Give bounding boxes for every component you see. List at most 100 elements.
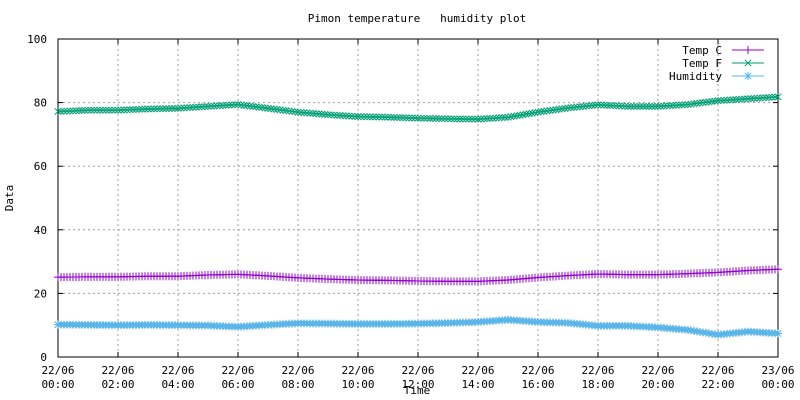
data-point bbox=[333, 111, 341, 119]
data-point bbox=[354, 113, 362, 121]
x-tick-label-time: 22:00 bbox=[701, 378, 734, 391]
x-tick-label-date: 22/06 bbox=[221, 364, 254, 377]
x-tick-label-time: 04:00 bbox=[161, 378, 194, 391]
data-point bbox=[141, 105, 149, 113]
data-point bbox=[261, 104, 269, 112]
data-point bbox=[597, 101, 605, 109]
data-point bbox=[552, 106, 560, 114]
data-point bbox=[774, 93, 782, 101]
data-point bbox=[753, 94, 761, 102]
data-point bbox=[504, 113, 512, 121]
data-point bbox=[549, 106, 557, 114]
data-point bbox=[144, 105, 152, 113]
data-point bbox=[603, 101, 611, 109]
data-point bbox=[732, 95, 740, 104]
data-point bbox=[276, 106, 284, 114]
x-axis-label: Time bbox=[404, 384, 431, 397]
y-tick-label: 20 bbox=[34, 287, 47, 300]
data-point bbox=[759, 94, 767, 102]
legend-marker bbox=[744, 46, 752, 54]
data-point bbox=[681, 101, 689, 109]
data-point bbox=[264, 104, 272, 112]
data-point bbox=[147, 105, 155, 113]
x-tick-label-time: 18:00 bbox=[581, 378, 614, 391]
data-point bbox=[237, 101, 245, 109]
data-point bbox=[492, 114, 500, 122]
data-point bbox=[609, 102, 617, 110]
data-point bbox=[657, 102, 665, 110]
data-point bbox=[273, 105, 281, 114]
data-point bbox=[213, 102, 221, 110]
data-point bbox=[288, 107, 296, 115]
data-point bbox=[222, 101, 230, 109]
data-point bbox=[195, 103, 203, 111]
data-point bbox=[429, 114, 437, 123]
data-point bbox=[318, 110, 326, 118]
data-point bbox=[444, 115, 452, 123]
data-point bbox=[366, 113, 374, 121]
data-point bbox=[543, 107, 551, 115]
data-point bbox=[735, 95, 743, 103]
data-point bbox=[606, 101, 614, 110]
x-tick-label-time: 12:00 bbox=[401, 378, 434, 391]
data-point bbox=[585, 102, 593, 110]
data-point bbox=[348, 112, 356, 120]
data-point bbox=[462, 115, 470, 123]
legend-marker bbox=[744, 72, 752, 80]
data-point bbox=[399, 114, 407, 122]
data-point bbox=[156, 105, 164, 113]
x-tick-label-date: 22/06 bbox=[461, 364, 494, 377]
data-point bbox=[210, 102, 218, 110]
data-point bbox=[285, 107, 293, 115]
data-point bbox=[573, 103, 581, 111]
data-point bbox=[660, 102, 668, 110]
series-group bbox=[54, 93, 782, 339]
data-point bbox=[663, 102, 671, 110]
data-point bbox=[570, 103, 578, 111]
data-point bbox=[507, 113, 515, 121]
x-tick-label-date: 22/06 bbox=[701, 364, 734, 377]
legend-label: Humidity bbox=[669, 70, 722, 83]
data-point bbox=[378, 113, 386, 121]
data-point bbox=[498, 114, 506, 122]
legend-marker bbox=[744, 59, 752, 67]
data-point bbox=[678, 101, 686, 109]
data-point bbox=[639, 102, 647, 110]
data-point bbox=[471, 115, 479, 123]
data-point bbox=[300, 109, 308, 117]
data-point bbox=[165, 104, 173, 113]
data-point bbox=[561, 104, 569, 112]
data-point bbox=[408, 114, 416, 122]
data-point bbox=[501, 113, 509, 121]
data-point bbox=[477, 115, 485, 123]
data-point bbox=[441, 115, 449, 123]
data-point bbox=[699, 99, 707, 107]
data-point bbox=[624, 102, 632, 110]
data-point bbox=[246, 102, 254, 110]
data-point bbox=[315, 110, 323, 118]
data-point bbox=[630, 102, 638, 110]
data-point bbox=[96, 106, 104, 114]
data-point bbox=[162, 105, 170, 113]
data-point bbox=[741, 95, 749, 103]
data-point bbox=[621, 102, 629, 110]
data-point bbox=[522, 110, 530, 118]
data-point bbox=[591, 101, 599, 109]
data-point bbox=[528, 109, 536, 117]
data-point bbox=[72, 107, 80, 115]
data-point bbox=[513, 112, 521, 120]
x-tick-label-time: 16:00 bbox=[521, 378, 554, 391]
data-point bbox=[396, 114, 404, 122]
data-point bbox=[306, 109, 314, 117]
data-point bbox=[600, 101, 608, 109]
data-point bbox=[186, 104, 194, 112]
data-point bbox=[270, 105, 278, 113]
data-point bbox=[405, 114, 413, 122]
legend-label: Temp C bbox=[682, 44, 722, 57]
data-point bbox=[123, 106, 131, 114]
data-point bbox=[453, 115, 461, 123]
x-tick-label-time: 00:00 bbox=[761, 378, 794, 391]
data-point bbox=[651, 102, 659, 110]
data-point bbox=[99, 106, 107, 114]
data-point bbox=[705, 98, 713, 106]
